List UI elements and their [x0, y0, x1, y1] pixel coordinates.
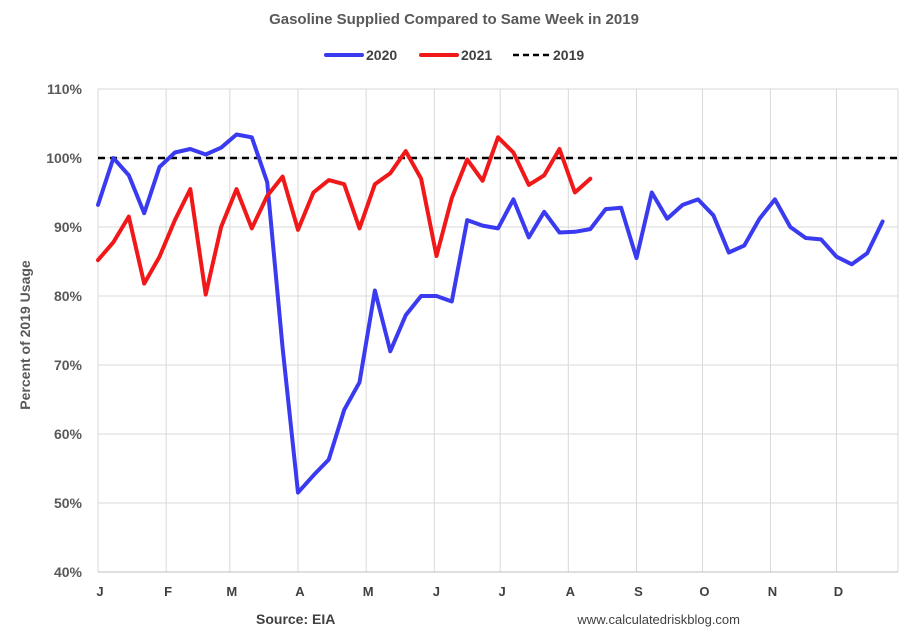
x-tick-label: O — [699, 584, 709, 599]
series-line-2021 — [96, 135, 593, 297]
y-tick-label: 70% — [54, 357, 83, 373]
legend-label-2021: 2021 — [461, 47, 492, 63]
y-axis-label: Percent of 2019 Usage — [17, 260, 33, 410]
series-line-2020 — [96, 132, 885, 495]
x-tick-label: N — [768, 584, 777, 599]
series-layer — [96, 132, 898, 495]
legend-label-2019: 2019 — [553, 47, 584, 63]
x-tick-label: S — [634, 584, 643, 599]
y-tick-label: 90% — [54, 219, 83, 235]
site-label: www.calculatedriskblog.com — [576, 612, 740, 627]
x-tick-label: M — [363, 584, 374, 599]
y-tick-label: 60% — [54, 426, 83, 442]
x-tick-label: J — [96, 584, 103, 599]
legend-label-2020: 2020 — [366, 47, 397, 63]
y-tick-label: 40% — [54, 564, 83, 580]
x-tick-label: D — [834, 584, 843, 599]
source-label: Source: EIA — [256, 611, 335, 627]
x-tick-label: M — [226, 584, 237, 599]
x-tick-label: A — [295, 584, 305, 599]
x-tick-label: A — [566, 584, 576, 599]
gridlines — [97, 88, 899, 573]
x-tick-label: F — [164, 584, 172, 599]
y-tick-label: 110% — [47, 81, 83, 97]
y-tick-label: 50% — [54, 495, 83, 511]
y-tick-label: 80% — [54, 288, 83, 304]
x-tick-label: J — [433, 584, 440, 599]
chart-title: Gasoline Supplied Compared to Same Week … — [269, 11, 639, 28]
y-axis-ticks: 40% 50% 60% 70% 80% 90% 100% 110% — [46, 81, 82, 580]
x-tick-label: J — [499, 584, 506, 599]
legend: 2020 2021 2019 — [324, 47, 584, 63]
y-tick-label: 100% — [46, 150, 82, 166]
